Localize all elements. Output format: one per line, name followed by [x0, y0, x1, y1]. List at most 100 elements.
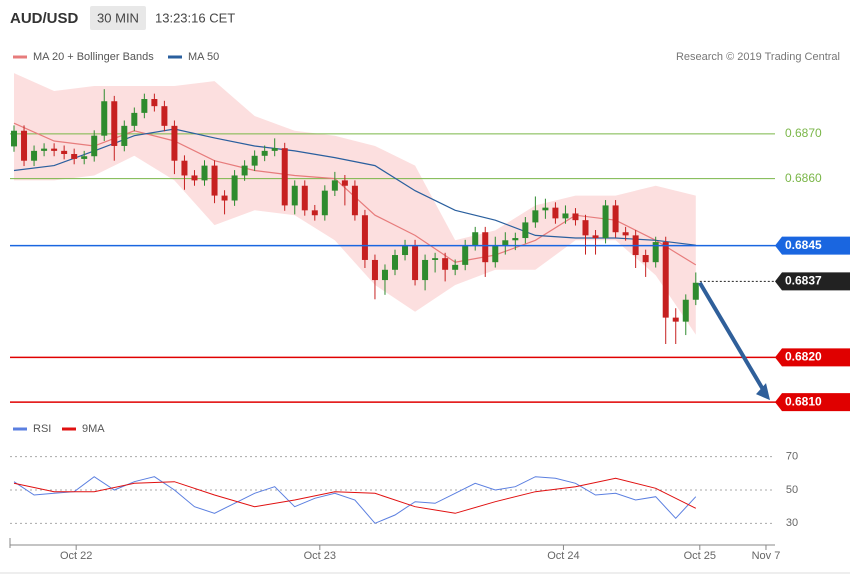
projection-arrowhead — [756, 383, 770, 401]
timeframe-box — [90, 6, 146, 30]
level-tag — [775, 272, 850, 291]
candle-body — [161, 106, 168, 126]
candle-body — [522, 222, 529, 239]
candle-body — [602, 205, 609, 239]
candle-body — [592, 235, 599, 239]
candle-body — [221, 195, 228, 201]
level-label: 0.6810 — [785, 394, 822, 408]
candle-body — [552, 207, 559, 219]
candle-body — [21, 130, 28, 161]
symbol: AUD/USD — [10, 10, 79, 27]
legend-label: RSI — [33, 423, 51, 435]
y-tick-label: 0.6870 — [785, 126, 822, 140]
level-tag — [775, 236, 850, 255]
candle-body — [662, 242, 669, 318]
candle-body — [181, 160, 188, 176]
candle-body — [121, 125, 128, 146]
level-tag — [775, 393, 850, 412]
candle-body — [432, 258, 439, 260]
candle-body — [171, 125, 178, 161]
candle-body — [682, 299, 689, 322]
candle-body — [331, 180, 338, 191]
y-tick-label: 50 — [786, 484, 798, 496]
candle-body — [111, 101, 118, 146]
candle-body — [241, 165, 248, 176]
rsi-line — [13, 477, 697, 514]
candle-body — [301, 185, 308, 211]
candle-body — [442, 258, 449, 270]
x-tick-label: Oct 22 — [60, 550, 92, 562]
candle-body — [191, 175, 198, 181]
candle-body — [251, 155, 258, 166]
candle-body — [402, 245, 409, 256]
legend-label: MA 20 + Bollinger Bands — [33, 51, 154, 63]
x-tick-label: Oct 25 — [684, 550, 716, 562]
candle-body — [512, 238, 519, 241]
candle-body — [91, 135, 98, 157]
candle-body — [672, 317, 679, 322]
candle-body — [572, 213, 579, 221]
candle-body — [562, 213, 569, 219]
candle-body — [492, 245, 499, 263]
candle-body — [422, 259, 429, 281]
candle-body — [101, 101, 108, 136]
y-tick-label: 30 — [786, 517, 798, 529]
candle-body — [542, 207, 549, 211]
level-label: 0.6820 — [785, 350, 822, 364]
candle-body — [462, 245, 469, 265]
candle-body — [622, 232, 629, 236]
y-tick-label: 70 — [786, 451, 798, 463]
candle-body — [41, 148, 48, 151]
candle-body — [151, 99, 158, 107]
candle-body — [361, 215, 368, 260]
candle-body — [141, 99, 148, 113]
candle-body — [612, 205, 619, 233]
ma-line — [13, 128, 696, 246]
candle-body — [211, 165, 218, 196]
candle-body — [692, 282, 699, 300]
x-tick-label: Nov 7 — [752, 550, 781, 562]
candle-body — [281, 148, 288, 206]
candle-body — [271, 148, 278, 151]
candle-body — [311, 210, 318, 216]
candle-body — [131, 112, 138, 126]
candle-body — [201, 165, 208, 181]
x-tick-label: Oct 24 — [547, 550, 579, 562]
timeframe: 30 MIN — [97, 10, 139, 25]
candle-body — [381, 269, 388, 281]
candle-body — [412, 245, 419, 281]
candle-body — [351, 185, 358, 216]
candle-body — [502, 240, 509, 246]
level-tag — [775, 348, 850, 367]
candle-body — [321, 190, 328, 216]
candle-body — [472, 232, 479, 246]
legend-label: 9MA — [82, 423, 105, 435]
candle-body — [61, 150, 68, 154]
time: 13:23:16 CET — [155, 10, 235, 25]
candle-body — [291, 185, 298, 206]
candle-body — [231, 175, 238, 201]
candle-body — [31, 150, 38, 161]
level-label: 0.6845 — [785, 238, 822, 252]
candle-body — [81, 156, 88, 159]
projection-arrow — [698, 281, 766, 393]
candle-body — [652, 242, 659, 263]
level-label: 0.6837 — [785, 274, 822, 288]
candle-body — [642, 255, 649, 263]
candle-body — [71, 154, 78, 159]
candle-body — [482, 232, 489, 263]
candle-body — [11, 130, 18, 147]
candle-body — [582, 220, 589, 236]
candle-body — [371, 259, 378, 281]
candle-body — [51, 148, 58, 151]
candle-body — [392, 255, 399, 270]
legend-label: MA 50 — [188, 51, 219, 63]
y-tick-label: 0.6860 — [785, 171, 822, 185]
candle-body — [341, 180, 348, 186]
candle-body — [452, 264, 459, 270]
x-tick-label: Oct 23 — [304, 550, 336, 562]
candle-body — [261, 150, 268, 156]
source: Research © 2019 Trading Central — [676, 51, 840, 63]
